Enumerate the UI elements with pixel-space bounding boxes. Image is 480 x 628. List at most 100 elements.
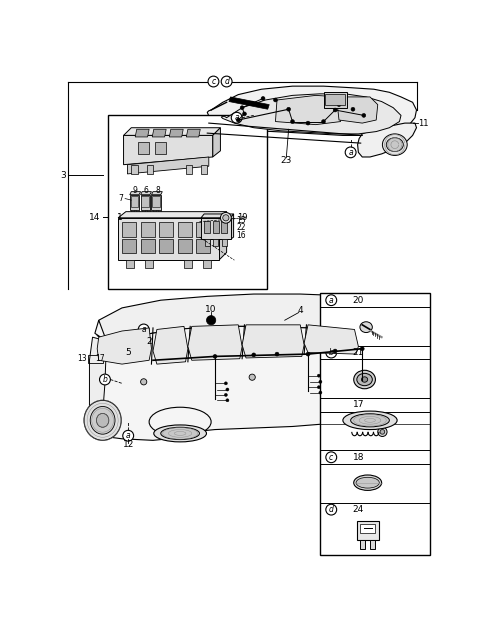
Bar [152,196,160,207]
Polygon shape [118,212,227,218]
Polygon shape [93,320,409,440]
Circle shape [360,347,364,350]
Bar [360,539,365,549]
Polygon shape [213,127,220,157]
Bar [324,92,347,107]
Text: b: b [329,348,334,357]
Polygon shape [186,129,200,137]
Text: d: d [329,505,334,514]
Circle shape [226,399,229,402]
Circle shape [322,120,325,124]
Polygon shape [123,136,213,165]
Circle shape [138,324,149,335]
Circle shape [351,107,355,111]
Text: 7: 7 [119,194,123,203]
Circle shape [326,504,336,515]
Circle shape [236,118,240,122]
Ellipse shape [96,413,109,427]
Polygon shape [358,123,417,157]
Circle shape [206,316,216,325]
Text: 17: 17 [353,401,364,409]
Circle shape [261,97,265,100]
Polygon shape [207,86,417,136]
Circle shape [249,374,255,381]
Bar [201,165,207,174]
Circle shape [290,120,294,124]
Text: a: a [348,148,353,157]
Ellipse shape [356,477,379,488]
Bar [320,293,430,555]
Circle shape [213,354,217,359]
Circle shape [326,295,336,306]
Polygon shape [242,325,304,358]
Polygon shape [152,192,162,195]
Circle shape [252,353,256,357]
Circle shape [221,76,232,87]
Text: 23: 23 [281,156,292,165]
Bar [370,539,375,549]
Polygon shape [123,127,220,136]
Circle shape [141,379,147,385]
Polygon shape [130,192,141,195]
Bar [126,260,133,268]
Bar [357,521,379,539]
Text: a: a [329,296,334,305]
Text: a: a [234,113,239,122]
Ellipse shape [386,138,403,151]
Circle shape [306,121,310,125]
Text: 3: 3 [60,171,66,180]
Circle shape [223,215,229,221]
Bar [213,221,219,233]
Ellipse shape [361,377,368,382]
Ellipse shape [154,425,206,442]
Polygon shape [276,95,340,124]
Ellipse shape [383,134,407,156]
Circle shape [274,98,277,102]
Bar [132,210,134,215]
Bar [186,165,192,174]
Circle shape [275,352,279,356]
Bar [122,239,136,253]
Polygon shape [229,97,269,109]
Bar [222,239,227,246]
Text: 21: 21 [353,348,364,357]
Text: 14: 14 [89,212,100,222]
Polygon shape [118,218,219,260]
Bar [205,239,210,246]
Circle shape [345,147,356,158]
Ellipse shape [84,400,121,440]
Text: 24: 24 [353,505,364,514]
Circle shape [317,374,321,377]
Text: 1: 1 [117,212,123,222]
Bar [221,221,228,233]
Text: 15: 15 [237,215,246,225]
Text: 20: 20 [353,296,364,305]
Polygon shape [89,337,107,433]
Bar [136,210,139,215]
Text: 17: 17 [95,354,104,363]
Ellipse shape [360,322,372,333]
Circle shape [250,101,254,105]
Bar [178,239,192,253]
Bar [122,222,136,237]
Text: a: a [142,325,146,334]
Bar [196,222,210,237]
Polygon shape [201,214,234,218]
Text: d: d [224,77,229,86]
Polygon shape [221,94,401,134]
Ellipse shape [90,406,115,434]
Bar [204,260,211,268]
Bar [214,239,218,246]
Bar [153,210,156,215]
Circle shape [231,112,242,123]
Ellipse shape [343,411,397,430]
Ellipse shape [357,374,372,386]
Bar [196,239,210,253]
Ellipse shape [354,475,382,490]
Circle shape [317,386,321,389]
Circle shape [380,430,385,434]
Circle shape [306,352,310,356]
Bar [178,222,192,237]
Bar [131,196,138,207]
Circle shape [123,430,133,441]
